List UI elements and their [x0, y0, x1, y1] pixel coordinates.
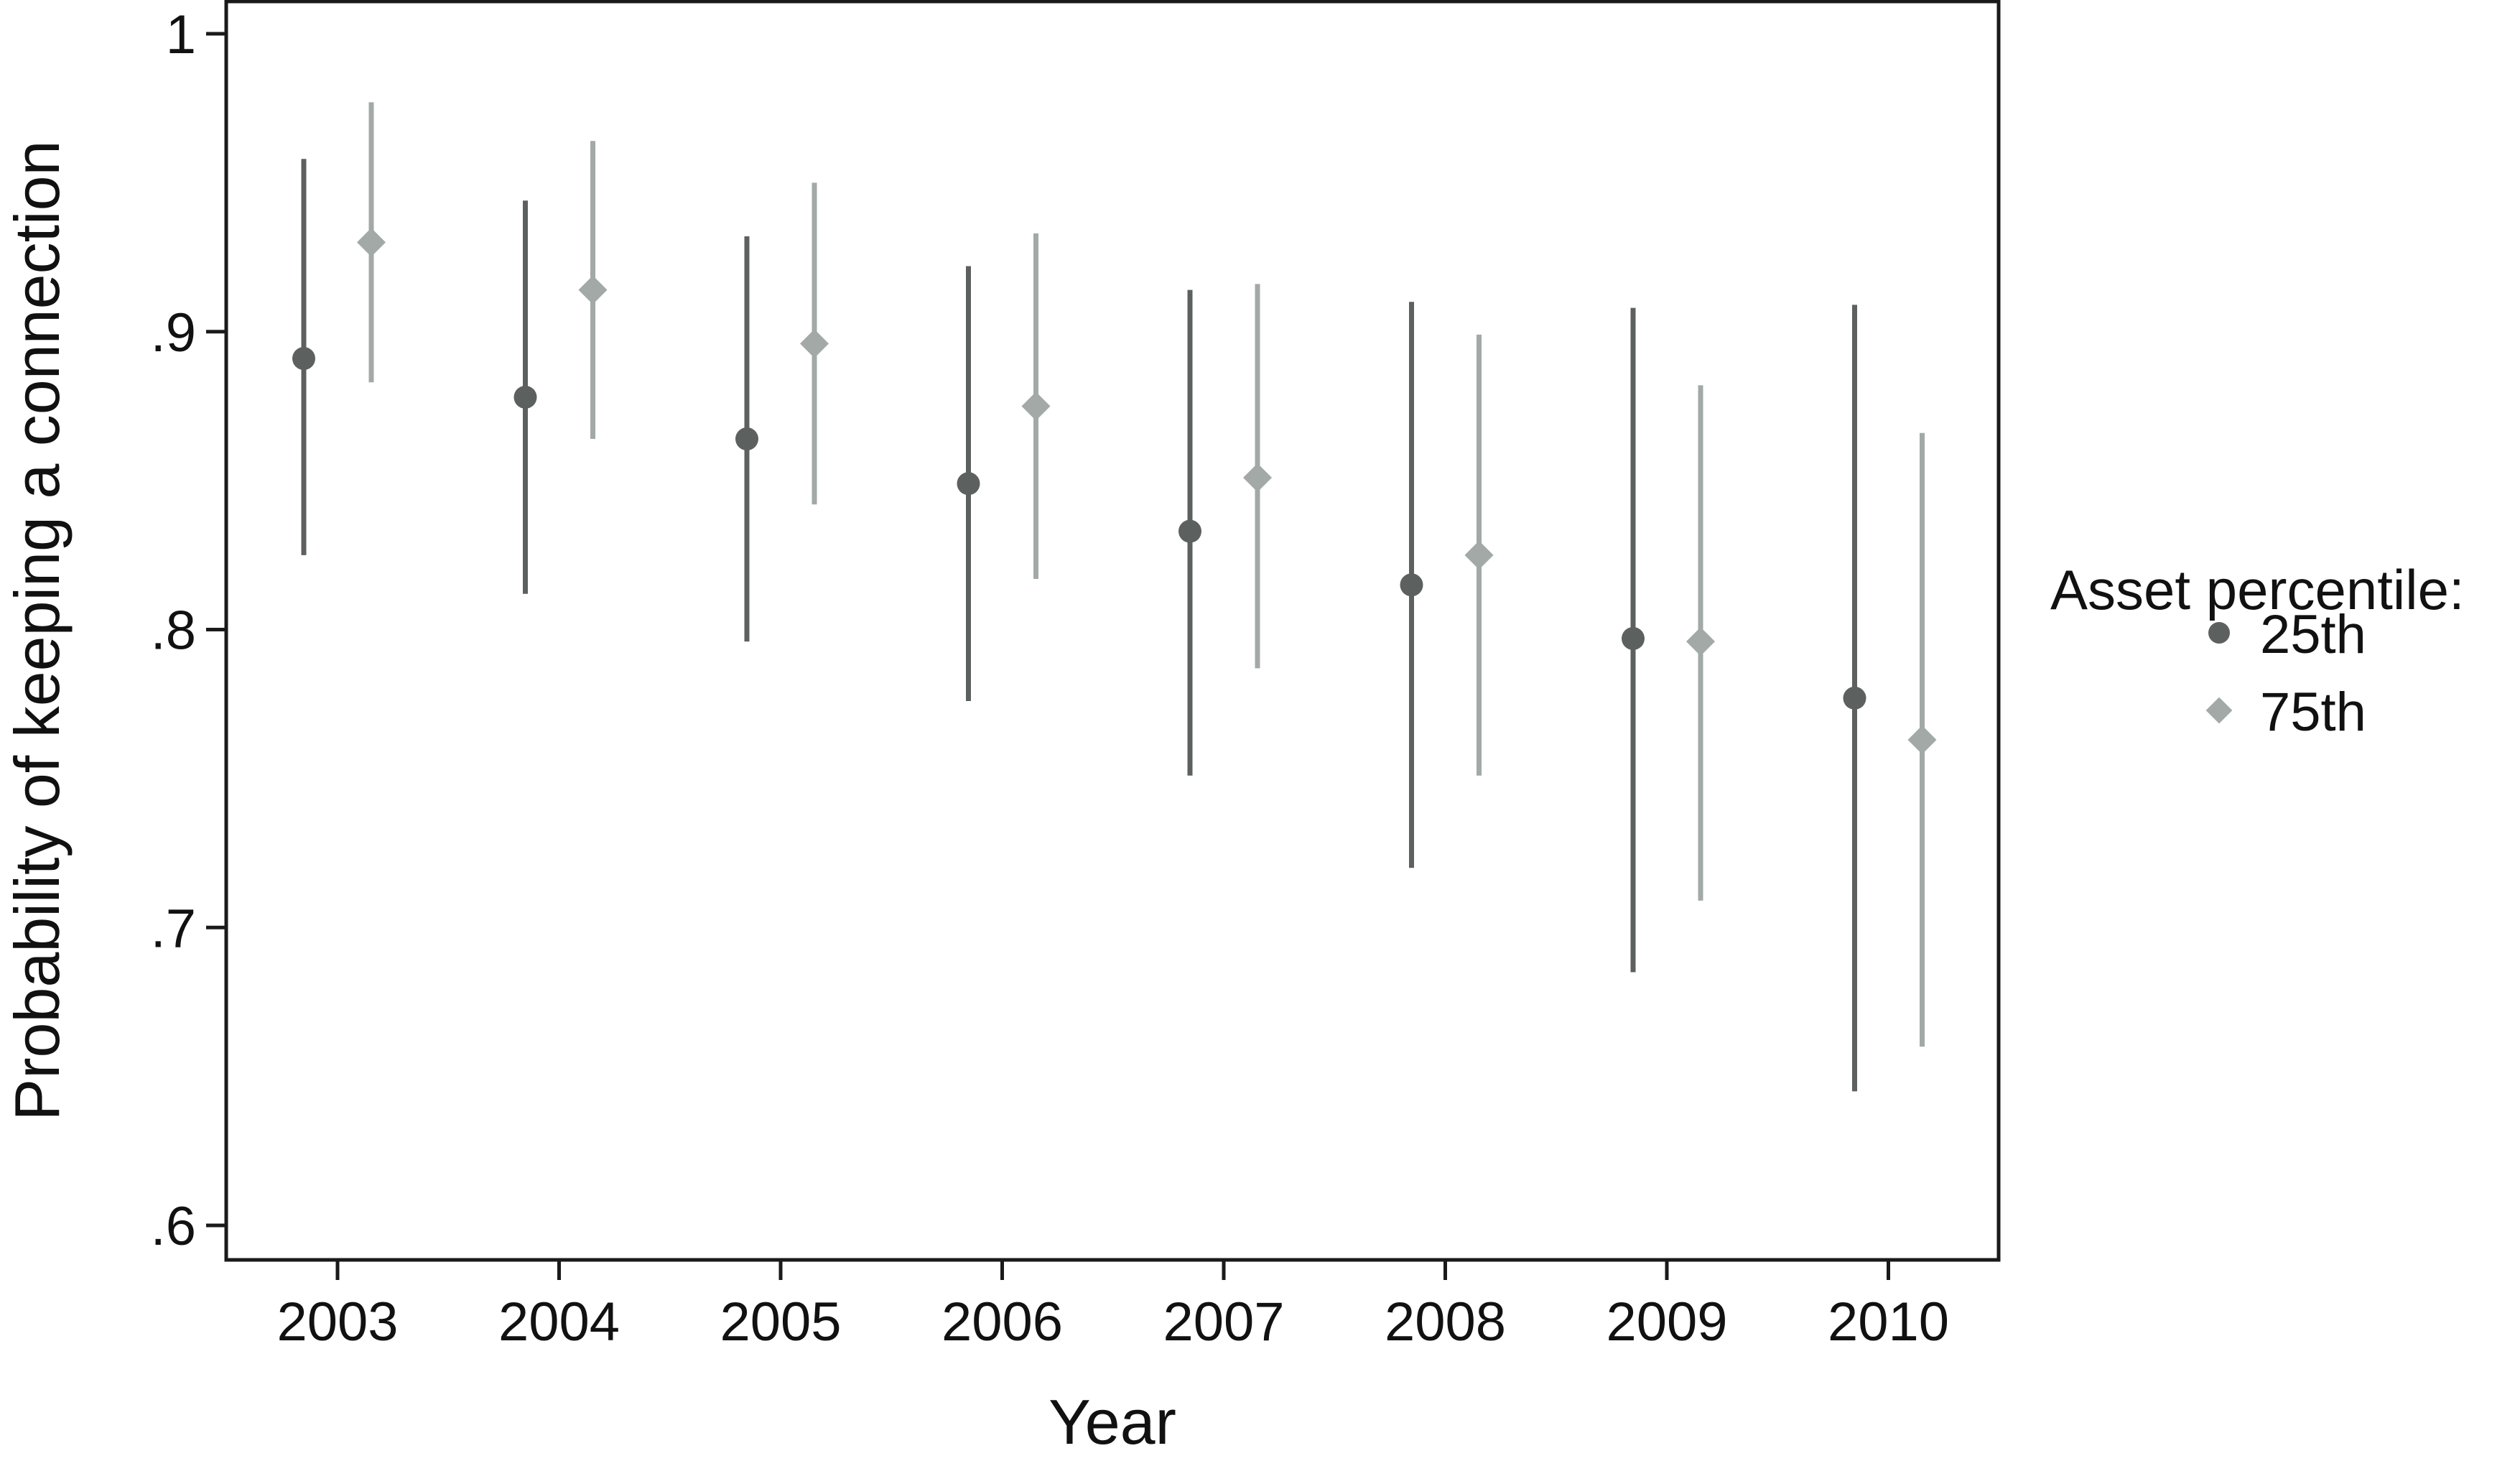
legend-label-25th: 25th: [2260, 604, 2366, 665]
y-tick-label: .8: [151, 600, 196, 662]
point-25th: [735, 427, 758, 451]
point-75th: [578, 275, 608, 305]
y-tick-label: .9: [151, 302, 196, 363]
legend-label-75th: 75th: [2260, 682, 2366, 743]
point-75th: [1021, 391, 1051, 421]
point-75th: [1686, 627, 1715, 657]
y-tick-label: 1: [166, 4, 196, 65]
point-25th: [957, 472, 980, 496]
point-25th: [1178, 519, 1201, 543]
x-axis-title: Year: [1049, 1386, 1176, 1457]
legend: Asset percentile: 25th 75th: [2050, 558, 2465, 743]
x-tick-label: 2007: [1163, 1291, 1284, 1353]
point-25th: [1400, 573, 1423, 597]
x-tick-label: 2003: [276, 1291, 398, 1353]
y-tick-label: .7: [151, 898, 196, 959]
x-tick-label: 2004: [498, 1291, 620, 1353]
y-tick-label: .6: [151, 1196, 196, 1257]
legend-title: Asset percentile:: [2050, 558, 2465, 621]
point-75th: [1464, 540, 1494, 570]
x-tick-label: 2005: [720, 1291, 841, 1353]
point-25th: [513, 385, 537, 409]
x-tick-label: 2006: [941, 1291, 1063, 1353]
point-75th: [1243, 463, 1272, 492]
plot-area-frame: [224, 0, 2001, 1262]
point-25th: [1622, 626, 1645, 650]
x-tick-label: 2009: [1606, 1291, 1727, 1353]
point-75th: [1907, 725, 1937, 754]
point-25th: [1843, 686, 1866, 710]
x-tick-label: 2010: [1828, 1291, 1949, 1353]
point-25th: [292, 347, 315, 371]
x-tick-label: 2008: [1385, 1291, 1506, 1353]
point-75th: [800, 329, 829, 358]
legend-marker-75th: [2205, 697, 2233, 724]
point-75th: [357, 228, 386, 257]
y-axis-title: Probability of keeping a connection: [1, 141, 73, 1121]
legend-marker-25th: [2208, 622, 2230, 644]
